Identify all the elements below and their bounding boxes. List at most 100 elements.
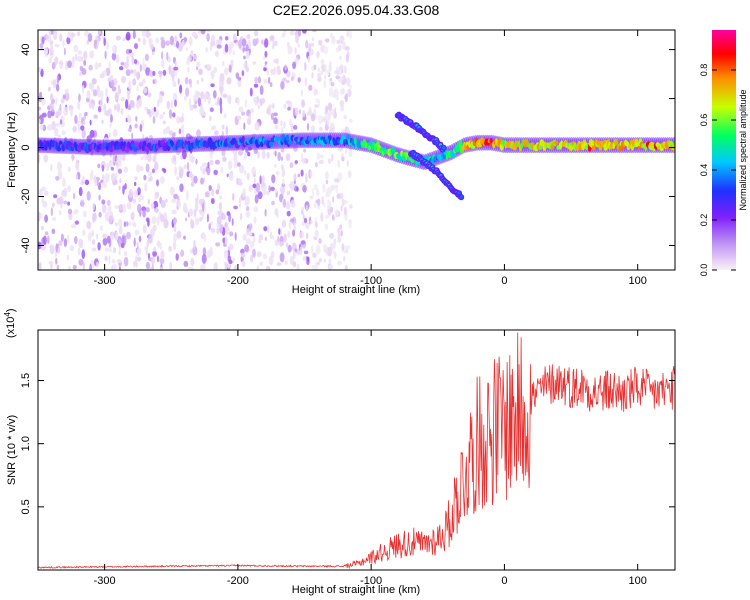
noise-speck [323, 244, 327, 253]
noise-speck [294, 248, 298, 253]
noise-speck [81, 56, 84, 62]
noise-speck [98, 62, 102, 68]
noise-speck [313, 64, 317, 70]
noise-speck [41, 112, 47, 118]
noise-speck [290, 76, 294, 81]
noise-speck [205, 46, 208, 53]
noise-speck [225, 125, 229, 136]
noise-speck [44, 214, 48, 223]
noise-speck [114, 104, 117, 112]
noise-speck [346, 30, 349, 38]
noise-speck [333, 251, 337, 260]
ridge-point [328, 135, 332, 140]
noise-speck [347, 170, 352, 179]
noise-speck [297, 77, 301, 83]
noise-speck [339, 224, 343, 230]
noise-speck [226, 173, 229, 178]
noise-speck [91, 103, 95, 110]
noise-speck [313, 184, 318, 191]
noise-speck [275, 58, 279, 65]
noise-speck [343, 199, 348, 205]
noise-speck [55, 97, 58, 105]
noise-speck [152, 168, 155, 174]
noise-speck [324, 64, 327, 74]
noise-speck [337, 159, 341, 169]
noise-speck [322, 185, 326, 193]
noise-speck [306, 122, 310, 131]
spectrogram-x-ticks: -300 -200 -100 0 100 [94, 30, 647, 287]
noise-speck [88, 64, 93, 71]
noise-speck [327, 246, 333, 257]
noise-speck [197, 30, 202, 35]
noise-speck [343, 255, 346, 262]
noise-speck [83, 50, 88, 60]
noise-speck [155, 206, 159, 214]
noise-speck [173, 71, 178, 76]
noise-speck [129, 221, 132, 227]
noise-speck [195, 66, 199, 71]
noise-speck [98, 30, 101, 35]
noise-speck [204, 191, 209, 198]
noise-speck [52, 217, 57, 221]
noise-speck [188, 266, 194, 270]
noise-speck [317, 98, 321, 108]
noise-speck [238, 198, 242, 209]
noise-speck [302, 213, 305, 220]
noise-speck [40, 225, 45, 231]
noise-speck [317, 72, 322, 79]
noise-speck [253, 177, 256, 185]
noise-speck [308, 84, 313, 91]
noise-speck [93, 39, 97, 50]
noise-speck [313, 202, 317, 209]
noise-speck [45, 34, 49, 40]
noise-speck [177, 203, 182, 208]
x-tick-label: -100 [360, 275, 382, 287]
noise-speck [334, 107, 337, 114]
noise-speck [215, 242, 221, 247]
noise-speck [264, 61, 268, 65]
noise-speck [218, 202, 222, 212]
noise-speck [139, 165, 144, 172]
noise-speck [231, 218, 234, 226]
noise-speck [261, 39, 264, 45]
colorbar-ticks: 0.0 0.2 0.4 0.6 0.8 [699, 64, 736, 276]
noise-speck [147, 198, 150, 205]
noise-speck [324, 74, 327, 80]
noise-speck [277, 151, 282, 162]
noise-speck [190, 50, 194, 57]
noise-speck [140, 156, 144, 160]
noise-speck [123, 221, 127, 228]
noise-speck [257, 151, 260, 159]
noise-speck [285, 100, 291, 105]
noise-speck [67, 208, 73, 215]
noise-speck [147, 153, 152, 163]
noise-speck [120, 97, 126, 102]
noise-speck [282, 77, 287, 82]
noise-speck [331, 35, 336, 45]
noise-speck [339, 64, 344, 70]
noise-speck [82, 120, 86, 126]
noise-speck [72, 265, 77, 270]
noise-speck [77, 247, 81, 256]
noise-speck [329, 108, 335, 116]
noise-speck [258, 238, 262, 244]
noise-speck [187, 55, 192, 62]
noise-speck [326, 187, 331, 197]
noise-speck [131, 132, 134, 140]
noise-speck [169, 35, 175, 46]
noise-speck [287, 230, 291, 239]
noise-speck [285, 242, 289, 248]
noise-speck [273, 164, 277, 168]
noise-speck [196, 192, 199, 203]
noise-speck [145, 262, 150, 270]
noise-speck [253, 83, 259, 88]
ridge-point [55, 141, 58, 148]
noise-speck [169, 186, 175, 196]
noise-speck [55, 257, 58, 265]
noise-speck [217, 96, 220, 106]
noise-speck [154, 161, 159, 171]
noise-speck [202, 202, 205, 212]
noise-speck [328, 258, 332, 264]
noise-speck [166, 100, 171, 110]
noise-speck [309, 171, 313, 177]
